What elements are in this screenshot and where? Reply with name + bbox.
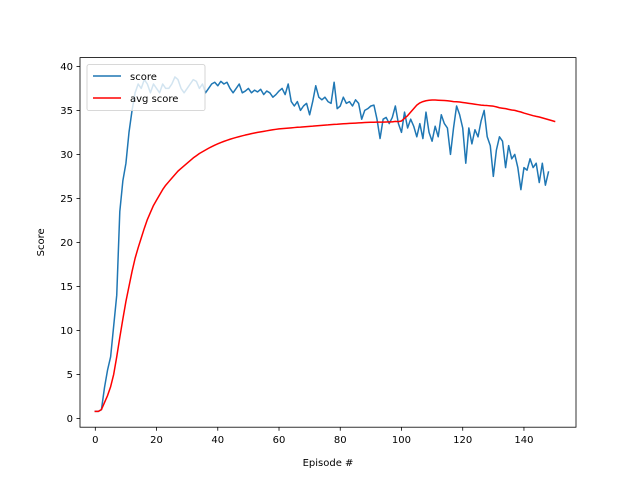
y-tick-label: 30 — [60, 150, 73, 161]
series-line-avg-score — [94, 99, 556, 413]
y-tick-label: 40 — [60, 62, 73, 73]
y-tick-label: 5 — [67, 370, 73, 381]
y-tick-label: 35 — [60, 106, 73, 117]
x-tick-label: 40 — [211, 435, 224, 446]
x-tick-label: 60 — [273, 435, 286, 446]
x-axis-label: Episode # — [303, 458, 354, 469]
x-axis: 0 20 40 60 80 100 120 140 — [92, 427, 533, 446]
y-tick-label: 10 — [60, 326, 73, 337]
x-tick-label: 120 — [453, 435, 472, 446]
legend-label-avg-score: avg score — [130, 94, 178, 105]
y-axis-label: Score — [36, 228, 47, 256]
y-tick-label: 20 — [60, 238, 73, 249]
legend-label-score: score — [130, 72, 157, 83]
y-tick-label: 15 — [60, 282, 73, 293]
x-tick-label: 0 — [92, 435, 98, 446]
y-axis: 0 5 10 15 20 25 30 35 40 — [60, 62, 80, 425]
x-tick-label: 100 — [392, 435, 411, 446]
y-tick-label: 0 — [67, 414, 73, 425]
x-tick-label: 140 — [514, 435, 533, 446]
y-tick-label: 25 — [60, 194, 73, 205]
x-tick-label: 20 — [150, 435, 163, 446]
legend: score avg score — [86, 64, 206, 111]
x-tick-label: 80 — [334, 435, 347, 446]
